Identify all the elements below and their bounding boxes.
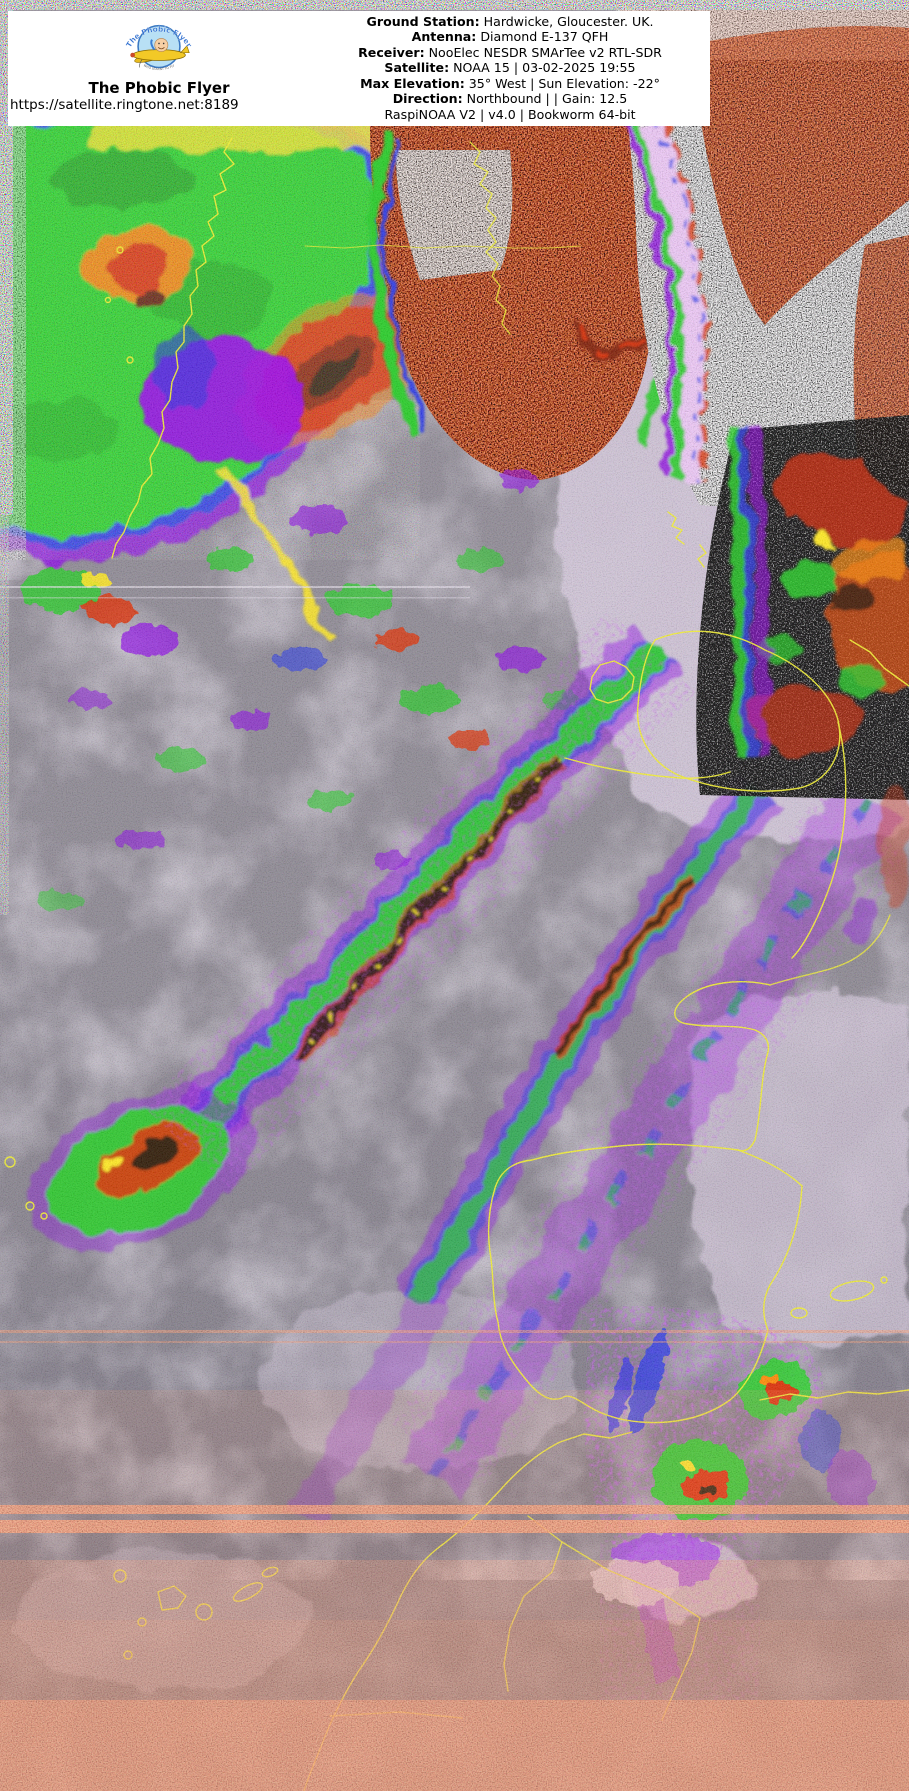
banner-rope: [139, 59, 143, 68]
info-value: Hardwicke, Gloucester. UK.: [483, 14, 654, 29]
info-value: Northbound | | Gain: 12.5: [466, 91, 628, 107]
info-value: NOAA 15 | 03-02-2025 19:55: [453, 60, 636, 76]
info-value: RaspiNOAA V2 | v4.0 | Bookworm 64-bit: [384, 106, 636, 122]
info-label: Satellite:: [384, 60, 450, 76]
phobic-flyer-logo: The Phobic Flyer WHO LEARNT TO FLY: [124, 24, 194, 71]
info-value: NooElec NESDR SMArTee v2 RTL-SDR: [428, 44, 662, 60]
station-url: https://satellite.ringtone.net:8189: [10, 97, 239, 113]
info-line-antenna: Antenna: Diamond E-137 QFH: [310, 29, 710, 44]
header-overlay: The Phobic Flyer WHO LEARNT TO FLY The P…: [8, 11, 710, 126]
info-label: Receiver:: [358, 44, 425, 60]
station-branding: The Phobic Flyer WHO LEARNT TO FLY The P…: [8, 11, 310, 126]
capture-info: Ground Station: Hardwicke, Gloucester. UK…: [310, 11, 710, 126]
info-value: Diamond E-137 QFH: [480, 29, 609, 45]
pilot-face: [154, 38, 169, 52]
info-label: Antenna:: [411, 29, 477, 45]
edge-noise-strips: [0, 0, 909, 915]
info-label: Max Elevation:: [360, 75, 465, 91]
plane-tail: [180, 45, 190, 54]
info-line-software: RaspiNOAA V2 | v4.0 | Bookworm 64-bit: [310, 107, 710, 122]
info-line-direction: Direction: Northbound | | Gain: 12.5: [310, 91, 710, 106]
info-value: 35° West | Sun Elevation: -22°: [468, 75, 660, 91]
info-line-receiver: Receiver: NooElec NESDR SMArTee v2 RTL-SD…: [310, 45, 710, 60]
info-line-satellite: Satellite: NOAA 15 | 03-02-2025 19:55: [310, 60, 710, 75]
info-label: Ground Station:: [366, 14, 480, 29]
info-line-max-elevation: Max Elevation: 35° West | Sun Elevation: …: [310, 76, 710, 91]
plane-nose: [130, 52, 135, 58]
logo-tagline-text: WHO LEARNT TO FLY: [143, 63, 176, 71]
station-title: The Phobic Flyer: [88, 79, 230, 97]
pilot-arm: [150, 39, 156, 51]
info-label: Direction:: [392, 91, 463, 107]
pilot-eye-right: [162, 42, 165, 45]
info-line-ground-station: Ground Station: Hardwicke, Gloucester. UK…: [310, 14, 710, 29]
pilot-smile: [157, 47, 165, 50]
pilot-eye-left: [158, 42, 160, 45]
